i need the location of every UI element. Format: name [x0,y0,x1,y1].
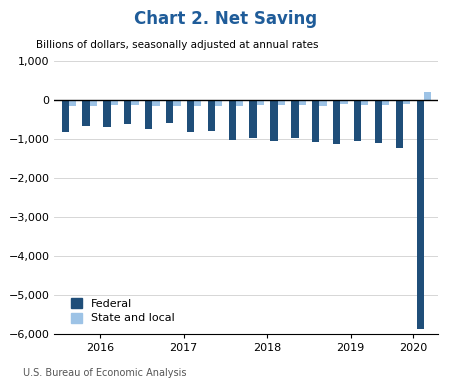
Bar [145,100,152,129]
Bar [61,100,69,132]
Bar [186,100,194,132]
Bar [215,100,222,106]
Text: Chart 2. Net Saving: Chart 2. Net Saving [134,10,317,27]
Bar [277,100,284,105]
Bar [290,100,298,138]
Bar [228,100,235,140]
Bar [270,100,277,141]
Bar [353,100,360,141]
Bar [124,100,131,124]
Bar [332,100,340,144]
Bar [312,100,319,142]
Text: Billions of dollars, seasonally adjusted at annual rates: Billions of dollars, seasonally adjusted… [36,40,318,50]
Bar [82,100,90,126]
Bar [90,100,97,106]
Text: U.S. Bureau of Economic Analysis: U.S. Bureau of Economic Analysis [23,368,186,378]
Bar [402,100,410,104]
Legend: Federal, State and local: Federal, State and local [71,298,175,323]
Bar [235,100,243,106]
Bar [103,100,110,127]
Bar [166,100,173,124]
Bar [152,100,159,106]
Bar [69,100,76,106]
Bar [360,100,368,105]
Bar [395,100,402,148]
Bar [415,100,423,329]
Bar [131,100,138,105]
Bar [298,100,305,104]
Bar [319,100,326,106]
Bar [423,92,430,100]
Bar [340,100,347,104]
Bar [173,100,180,106]
Bar [256,100,263,105]
Bar [374,100,381,143]
Bar [249,100,256,138]
Bar [207,100,215,131]
Bar [110,100,118,105]
Bar [194,100,201,106]
Bar [381,100,388,105]
